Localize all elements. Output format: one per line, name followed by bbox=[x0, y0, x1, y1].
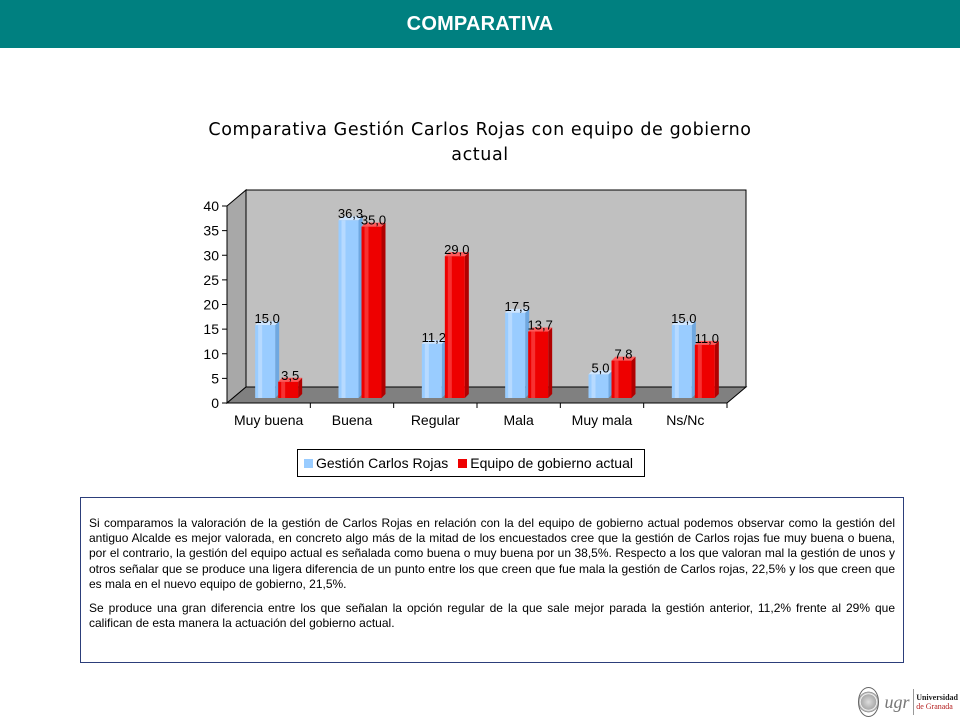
bar-side bbox=[464, 252, 469, 398]
y-tick-label: 25 bbox=[203, 272, 219, 288]
bar-top bbox=[255, 321, 280, 326]
x-tick-label: Buena bbox=[332, 412, 373, 428]
x-tick-label: Muy mala bbox=[572, 412, 633, 428]
y-tick-label: 20 bbox=[203, 297, 219, 313]
data-label: 29,0 bbox=[444, 242, 469, 257]
bar-top bbox=[421, 339, 446, 344]
y-tick-label: 35 bbox=[203, 223, 219, 239]
chart-side-wall bbox=[226, 188, 247, 405]
university-seal-icon bbox=[858, 687, 880, 717]
chart-floor bbox=[225, 386, 748, 404]
logo-wordmark: Universidad de Granada bbox=[916, 693, 958, 711]
data-label: 7,8 bbox=[614, 347, 632, 362]
data-label: 11,2 bbox=[422, 330, 446, 345]
chart-legend: Gestión Carlos Rojas Equipo de gobierno … bbox=[297, 449, 645, 477]
bar-highlight bbox=[531, 331, 536, 398]
x-tick-label: Muy buena bbox=[234, 412, 303, 428]
commentary-paragraph-2: Se produce una gran diferencia entre los… bbox=[89, 601, 895, 631]
y-tick-label: 0 bbox=[211, 395, 219, 411]
y-tick-label: 40 bbox=[203, 198, 219, 214]
logo-mark: ugr bbox=[884, 691, 910, 712]
bar-top bbox=[505, 308, 530, 313]
university-logo: ugr Universidad de Granada bbox=[858, 686, 958, 718]
header-bar: COMPARATIVA bbox=[0, 0, 960, 48]
bar-side bbox=[714, 340, 719, 398]
data-label: 15,0 bbox=[671, 311, 696, 326]
legend-swatch-series-1 bbox=[304, 458, 313, 468]
data-label: 5,0 bbox=[591, 360, 609, 375]
y-tick-label: 5 bbox=[211, 370, 219, 386]
bar-highlight bbox=[424, 343, 429, 398]
x-tick-label: Regular bbox=[411, 412, 460, 428]
bar-highlight bbox=[674, 325, 679, 398]
y-tick-label: 15 bbox=[203, 321, 219, 337]
x-tick-label: Ns/Nc bbox=[666, 412, 704, 428]
data-label: 13,7 bbox=[528, 318, 553, 333]
commentary-panel: Si comparamos la valoración de la gestió… bbox=[80, 497, 904, 663]
bar-top bbox=[694, 340, 719, 345]
y-tick-label: 30 bbox=[203, 247, 219, 263]
bar-highlight bbox=[447, 256, 452, 398]
bar-highlight bbox=[281, 381, 286, 398]
bar-highlight bbox=[614, 360, 619, 398]
legend-item-series-1: Gestión Carlos Rojas bbox=[304, 455, 448, 471]
logo-divider bbox=[912, 689, 914, 715]
x-tick-label: Mala bbox=[503, 412, 534, 428]
bar-side bbox=[631, 356, 636, 398]
data-label: 36,3 bbox=[338, 206, 363, 221]
legend-label-series-1: Gestión Carlos Rojas bbox=[316, 455, 449, 471]
chart-title-line1: Comparativa Gestión Carlos Rojas con equ… bbox=[208, 120, 752, 140]
page-title: COMPARATIVA bbox=[406, 12, 554, 35]
bar-side bbox=[298, 377, 303, 398]
bar-side bbox=[275, 321, 280, 398]
bar-top bbox=[528, 327, 553, 332]
bar-top bbox=[671, 321, 696, 326]
chart-title: Comparativa Gestión Carlos Rojas con equ… bbox=[200, 118, 760, 168]
bar-top bbox=[278, 377, 303, 382]
data-label: 3,5 bbox=[281, 368, 299, 383]
bar-top bbox=[588, 370, 613, 375]
data-label: 15,0 bbox=[255, 311, 280, 326]
legend-label-series-2: Equipo de gobierno actual bbox=[470, 455, 633, 471]
bar-highlight bbox=[591, 374, 596, 398]
bar-top bbox=[444, 252, 469, 257]
bar-highlight bbox=[508, 312, 513, 398]
bar-highlight bbox=[341, 220, 346, 398]
bar-top bbox=[611, 356, 636, 361]
bar-side bbox=[548, 327, 553, 398]
y-tick-label: 10 bbox=[203, 346, 219, 362]
commentary-paragraph-1: Si comparamos la valoración de la gestió… bbox=[89, 516, 895, 591]
bar-highlight bbox=[697, 344, 702, 398]
bar-top bbox=[361, 222, 386, 227]
data-label: 11,0 bbox=[695, 331, 719, 346]
chart-title-line2: actual bbox=[451, 145, 509, 165]
bar-side bbox=[381, 222, 386, 398]
bar-top bbox=[338, 216, 363, 221]
bar-highlight bbox=[258, 325, 263, 398]
logo-line-2: de Granada bbox=[916, 702, 953, 711]
logo-line-1: Universidad bbox=[916, 693, 958, 702]
chart-back-wall bbox=[245, 189, 747, 388]
data-label: 17,5 bbox=[505, 299, 530, 314]
bar-highlight bbox=[364, 226, 369, 398]
legend-swatch-series-2 bbox=[458, 458, 468, 468]
legend-item-series-2: Equipo de gobierno actual bbox=[458, 455, 633, 471]
data-label: 35,0 bbox=[361, 213, 386, 228]
